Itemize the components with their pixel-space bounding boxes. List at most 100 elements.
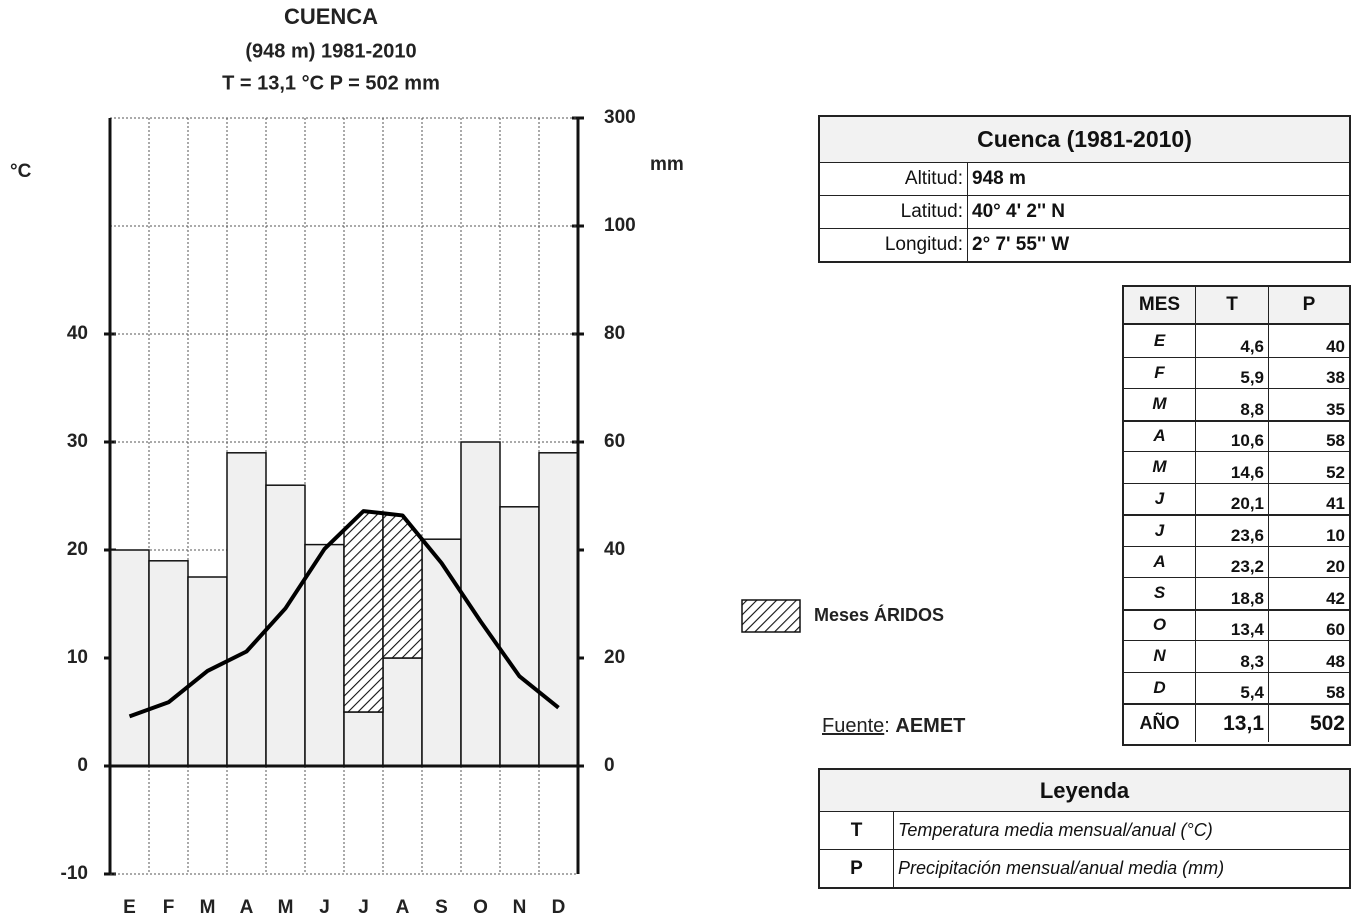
source-label: Fuente — [822, 715, 885, 737]
station-key: Altitud: — [820, 163, 968, 195]
y2-tick-label: 300 — [604, 107, 636, 128]
climate-table: MES T P E 4,6 40 F 5,9 38 M 8,8 35 A 10,6 58 M 14,6 52 J 20… — [1122, 285, 1351, 746]
x-tick-label: N — [513, 897, 527, 918]
climate-footer-cell: 13,1 — [1196, 705, 1269, 742]
legend-description: Temperatura media mensual/anual (°C) — [898, 820, 1213, 840]
station-key: Latitud: — [820, 196, 968, 228]
climate-cell: 52 — [1326, 462, 1345, 482]
chart-subtitle: (948 m) 1981-2010 — [245, 40, 416, 62]
climate-row: A 10,6 58 — [1124, 419, 1349, 451]
x-tick-label: A — [240, 897, 254, 918]
x-tick-label: M — [200, 897, 216, 918]
legend-key: T — [820, 812, 894, 849]
climate-cell: 5,9 — [1196, 357, 1269, 388]
legend-title: Leyenda — [820, 770, 1349, 811]
climate-cell: N — [1124, 641, 1196, 672]
x-tick-label: S — [435, 897, 448, 918]
climate-header-cell: MES — [1124, 287, 1196, 323]
climate-cell: A — [1124, 546, 1196, 577]
climate-cell: 8,3 — [1196, 641, 1269, 672]
bar — [499, 506, 540, 767]
climate-header: MES T P — [1124, 287, 1349, 325]
bar — [538, 452, 579, 767]
bar — [109, 549, 150, 767]
climate-cell: 23,6 — [1196, 516, 1269, 546]
climate-cell: M — [1124, 452, 1196, 483]
source-separator: : — [884, 715, 890, 737]
x-tick-label: A — [396, 897, 410, 918]
legend-row: P Precipitación mensual/anual media (mm) — [820, 849, 1349, 887]
climate-row: M 14,6 52 — [1124, 451, 1349, 483]
bar — [226, 452, 267, 767]
y2-axis-label: mm — [650, 154, 684, 175]
climate-cell: 23,2 — [1196, 546, 1269, 577]
climate-cell: 20,1 — [1196, 483, 1269, 514]
y-tick-label: 30 — [67, 431, 88, 452]
y-tick-label: 40 — [67, 323, 88, 344]
x-tick-label: E — [123, 897, 136, 918]
station-row: Longitud: 2° 7' 55'' W — [820, 228, 1349, 261]
climate-cell: 18,8 — [1196, 578, 1269, 609]
x-tick-label: M — [278, 897, 294, 918]
y2-tick-label: 60 — [604, 431, 625, 452]
climate-cell: 38 — [1326, 368, 1345, 387]
climate-cell: M — [1124, 389, 1196, 420]
y2-tick-label: 40 — [604, 539, 625, 560]
climate-row: M 8,8 35 — [1124, 388, 1349, 420]
x-tick-label: F — [163, 897, 175, 918]
station-key: Longitud: — [820, 229, 968, 261]
climate-cell: 4,6 — [1196, 325, 1269, 357]
station-value: 948 m — [972, 168, 1026, 189]
x-tick-label: J — [358, 897, 369, 918]
y2-tick-label: 80 — [604, 323, 625, 344]
bar — [148, 560, 189, 767]
climate-row: E 4,6 40 — [1124, 325, 1349, 357]
climate-cell: 48 — [1326, 651, 1345, 671]
x-tick-label: J — [319, 897, 330, 918]
climate-cell: 14,6 — [1196, 452, 1269, 483]
y2-tick-label: 20 — [604, 647, 625, 668]
y-tick-label: 0 — [77, 755, 88, 776]
climate-cell: A — [1124, 421, 1196, 451]
station-table: Cuenca (1981-2010) Altitud: 948 m Latitud: 4… — [818, 115, 1351, 263]
climate-cell: 41 — [1326, 494, 1345, 513]
station-row: Latitud: 40° 4' 2'' N — [820, 195, 1349, 228]
climate-row: O 13,4 60 — [1124, 608, 1349, 640]
climate-cell: E — [1124, 325, 1196, 357]
arid-legend-swatch — [741, 599, 801, 633]
source-value: AEMET — [895, 715, 966, 737]
climate-cell: J — [1124, 483, 1196, 514]
climate-cell: 20 — [1326, 557, 1345, 576]
climate-cell: 42 — [1326, 588, 1345, 608]
climate-row: J 23,6 10 — [1124, 514, 1349, 546]
climate-cell: 35 — [1326, 399, 1345, 419]
bar — [304, 543, 345, 767]
y-tick-label: -10 — [61, 863, 88, 884]
climate-cell: 13,4 — [1196, 610, 1269, 640]
bar — [382, 657, 423, 767]
climate-cell: D — [1124, 672, 1196, 703]
bar — [421, 538, 462, 767]
climate-row: A 23,2 20 — [1124, 545, 1349, 577]
legend-table: Leyenda T Temperatura media mensual/anual … — [818, 768, 1351, 889]
climate-cell: 10 — [1326, 525, 1345, 545]
climate-cell: 10,6 — [1196, 421, 1269, 451]
climate-cell: 58 — [1326, 683, 1345, 702]
climate-cell: O — [1124, 610, 1196, 640]
station-row: Altitud: 948 m — [820, 162, 1349, 195]
arid-legend-label: Meses ÁRIDOS — [814, 604, 944, 625]
climate-cell: 8,8 — [1196, 389, 1269, 420]
climate-cell: J — [1124, 516, 1196, 546]
y-tick-label: 20 — [67, 539, 88, 560]
climate-cell: F — [1124, 357, 1196, 388]
arid-area — [343, 510, 384, 713]
y-axis-label: °C — [10, 161, 32, 182]
climate-row: N 8,3 48 — [1124, 640, 1349, 672]
station-title: Cuenca (1981-2010) — [820, 117, 1349, 162]
climate-row: S 18,8 42 — [1124, 577, 1349, 609]
x-tick-label: O — [473, 897, 488, 918]
legend-description: Precipitación mensual/anual media (mm) — [898, 858, 1225, 878]
climate-cell: 60 — [1326, 620, 1345, 639]
